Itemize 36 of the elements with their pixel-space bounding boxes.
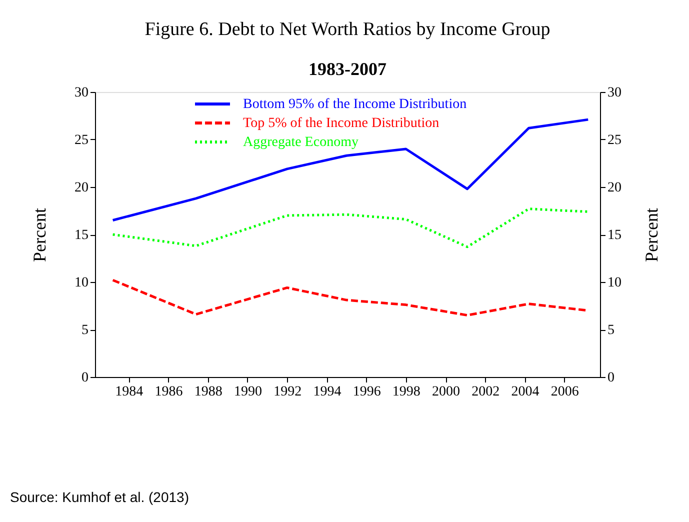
y-tick-label: 15 (74, 228, 88, 243)
legend-label: Top 5% of the Income Distribution (243, 116, 440, 131)
x-tick-label: 1998 (392, 384, 420, 400)
y2-tick-label: 5 (608, 323, 614, 338)
y2-tick-label: 30 (608, 86, 622, 100)
x-tick-label: 1988 (194, 384, 222, 400)
x-tick-label: 2002 (472, 384, 500, 400)
y-tick-label: 10 (74, 276, 88, 290)
line-series (112, 208, 590, 248)
chart-title: Figure 6. Debt to Net Worth Ratios by Income Group (144, 19, 550, 40)
x-tick-label: 2006 (550, 384, 579, 400)
y-axis-title: Percent (30, 208, 50, 262)
y-tick-label: 5 (82, 323, 88, 338)
y2-tick-label: 25 (608, 133, 622, 148)
y-tick-label: 25 (74, 133, 88, 148)
source-note: Source: Kumhof et al. (2013) (10, 489, 189, 505)
x-tick-label: 1986 (154, 384, 183, 400)
legend-label: Bottom 95% of the Income Distribution (243, 97, 467, 112)
y-tick-label: 20 (74, 180, 88, 196)
y2-tick-label: 10 (608, 276, 622, 290)
x-tick-label: 2004 (511, 384, 540, 400)
chart-subtitle: 1983-2007 (308, 59, 386, 79)
y2-tick-label: 20 (608, 180, 622, 196)
line-series (112, 118, 590, 222)
y-tick-label: 0 (82, 370, 88, 386)
x-tick-label: 1994 (313, 384, 342, 400)
y2-tick-label: 0 (608, 370, 614, 386)
x-tick-label: 1984 (115, 384, 144, 400)
y-tick-label: 30 (74, 86, 88, 100)
y2-tick-label: 15 (608, 228, 622, 243)
x-tick-label: 1996 (352, 384, 381, 400)
legend-label: Aggregate Economy (243, 135, 358, 150)
x-tick-label: 1990 (234, 384, 262, 400)
x-tick-label: 2000 (432, 384, 460, 400)
x-tick-label: 1992 (274, 384, 302, 400)
y2-axis-title: Percent (642, 208, 662, 262)
